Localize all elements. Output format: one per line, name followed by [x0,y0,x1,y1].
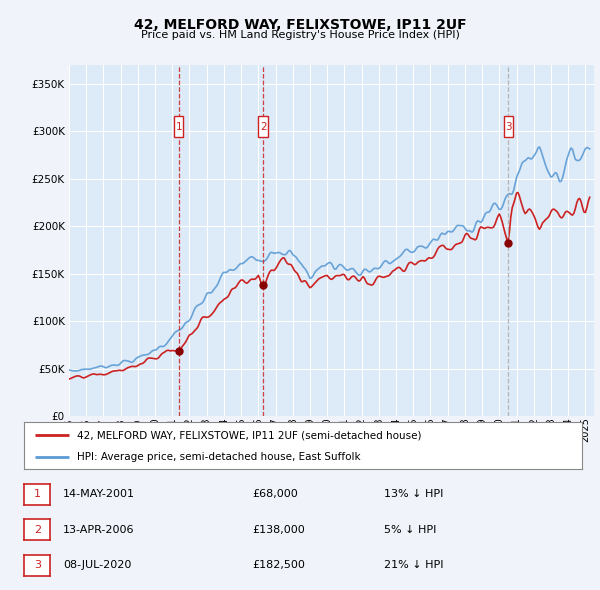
Text: £138,000: £138,000 [252,525,305,535]
Text: 3: 3 [505,122,512,132]
FancyBboxPatch shape [259,116,268,137]
Text: Price paid vs. HM Land Registry's House Price Index (HPI): Price paid vs. HM Land Registry's House … [140,30,460,40]
Text: 5% ↓ HPI: 5% ↓ HPI [384,525,436,535]
Text: 1: 1 [34,490,41,499]
FancyBboxPatch shape [503,116,513,137]
Text: 1: 1 [175,122,182,132]
Text: HPI: Average price, semi-detached house, East Suffolk: HPI: Average price, semi-detached house,… [77,453,361,462]
Text: 13% ↓ HPI: 13% ↓ HPI [384,490,443,499]
Text: 42, MELFORD WAY, FELIXSTOWE, IP11 2UF (semi-detached house): 42, MELFORD WAY, FELIXSTOWE, IP11 2UF (s… [77,430,422,440]
Text: 42, MELFORD WAY, FELIXSTOWE, IP11 2UF: 42, MELFORD WAY, FELIXSTOWE, IP11 2UF [134,18,466,32]
Text: 2: 2 [34,525,41,535]
FancyBboxPatch shape [174,116,184,137]
Text: 2: 2 [260,122,266,132]
Text: 3: 3 [34,560,41,570]
Text: 14-MAY-2001: 14-MAY-2001 [63,490,135,499]
Text: 21% ↓ HPI: 21% ↓ HPI [384,560,443,570]
Text: £182,500: £182,500 [252,560,305,570]
Text: £68,000: £68,000 [252,490,298,499]
Text: 08-JUL-2020: 08-JUL-2020 [63,560,131,570]
Text: 13-APR-2006: 13-APR-2006 [63,525,134,535]
